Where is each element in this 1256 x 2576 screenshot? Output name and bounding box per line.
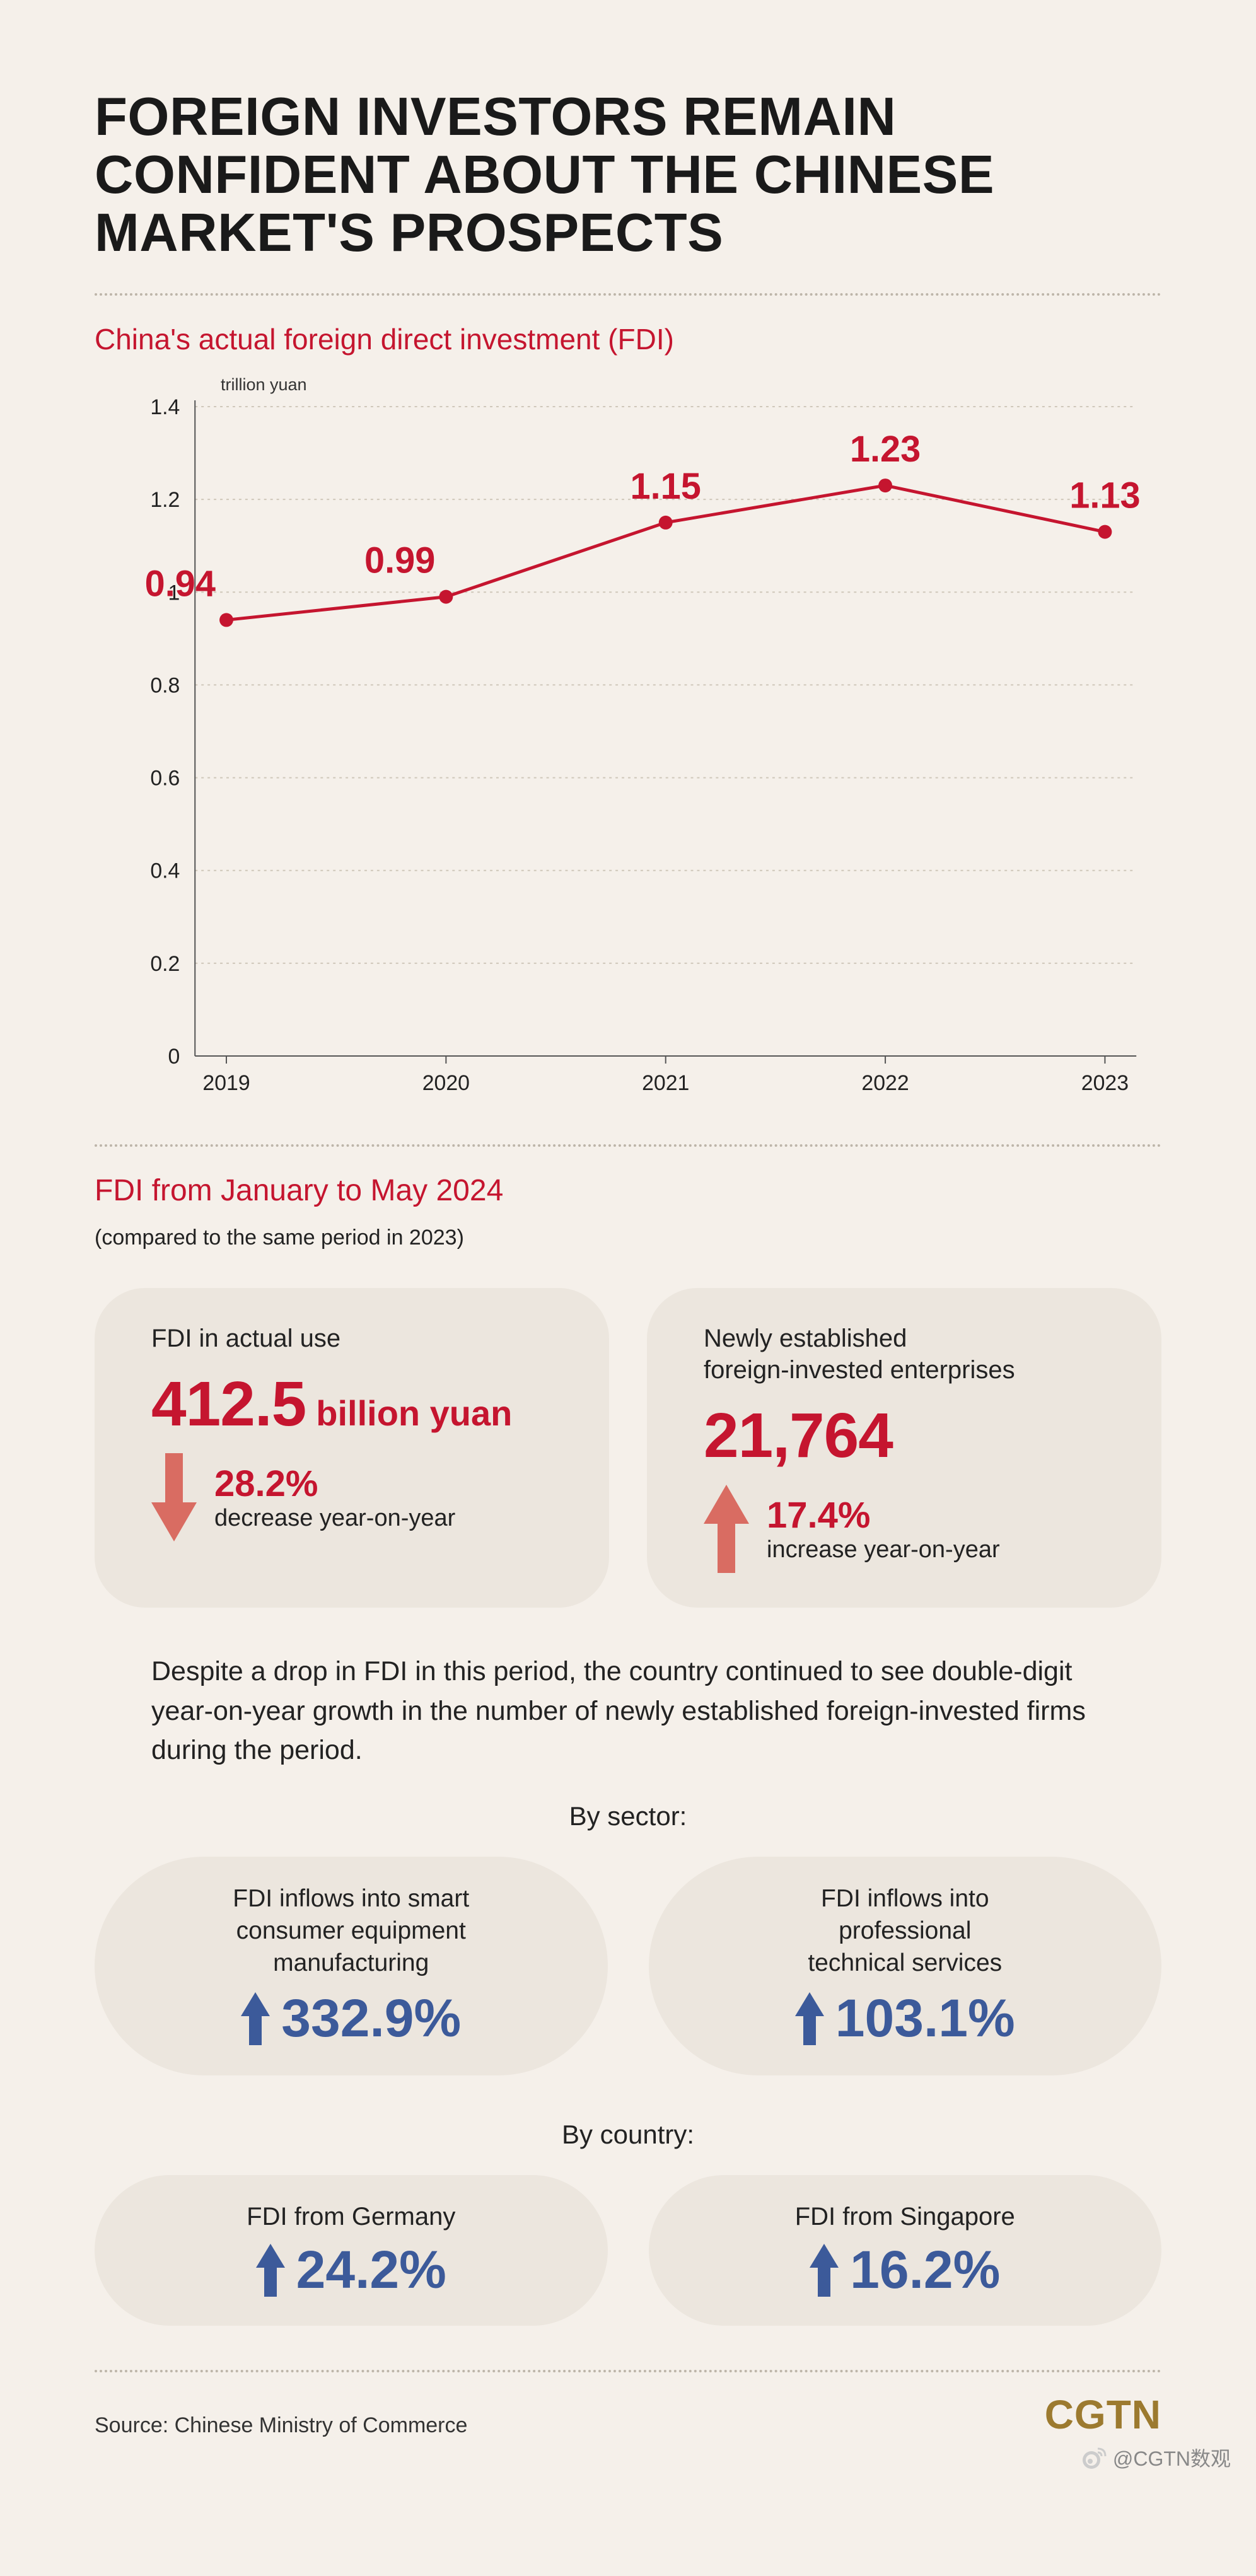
svg-text:1.23: 1.23: [850, 429, 921, 470]
pill-value: 103.1%: [835, 1988, 1015, 2049]
cgtn-logo: CGTN: [1045, 2391, 1161, 2438]
footer: Source: Chinese Ministry of Commerce CGT…: [95, 2370, 1161, 2438]
divider: [95, 1144, 1161, 1147]
fdi-line-chart: trillion yuan 00.20.40.60.811.21.4201920…: [95, 369, 1161, 1113]
svg-text:2021: 2021: [642, 1071, 689, 1095]
country-pill-singapore: FDI from Singapore 16.2%: [649, 2175, 1162, 2326]
arrow-up-icon: [795, 1992, 824, 2045]
source-text: Source: Chinese Ministry of Commerce: [95, 2413, 467, 2438]
stat-card-row: FDI in actual use 412.5 billion yuan 28.…: [95, 1288, 1161, 1608]
delta-text: 17.4% increase year-on-year: [767, 1494, 1000, 1564]
svg-text:0: 0: [168, 1045, 180, 1069]
delta-text: 28.2% decrease year-on-year: [214, 1463, 455, 1532]
delta-pct: 17.4%: [767, 1494, 1000, 1536]
svg-text:0.99: 0.99: [364, 541, 435, 581]
pill-label: FDI inflows into smartconsumer equipment…: [132, 1883, 570, 1979]
by-sector-label: By sector:: [95, 1801, 1161, 1831]
svg-text:1.15: 1.15: [631, 467, 701, 507]
weibo-handle: @CGTN数观: [1113, 2443, 1231, 2472]
card-value: 412.5 billion yuan: [151, 1368, 578, 1441]
svg-text:2019: 2019: [202, 1071, 250, 1095]
svg-text:1.13: 1.13: [1069, 476, 1140, 516]
chart-title: China's actual foreign direct investment…: [95, 322, 1161, 356]
arrow-up-icon: [810, 2244, 839, 2297]
card-value-number: 412.5: [151, 1368, 306, 1441]
card-delta: 28.2% decrease year-on-year: [151, 1453, 578, 1541]
delta-pct: 28.2%: [214, 1463, 455, 1505]
pill-value: 332.9%: [281, 1988, 461, 2049]
arrow-down-icon: [151, 1453, 197, 1541]
svg-text:1.4: 1.4: [150, 395, 180, 419]
card-value-number: 21,764: [704, 1400, 893, 1472]
sector-pill-manufacturing: FDI inflows into smartconsumer equipment…: [95, 1857, 608, 2075]
card-value-unit: billion yuan: [316, 1393, 512, 1434]
pill-value-row: 103.1%: [687, 1988, 1124, 2049]
svg-text:0.94: 0.94: [145, 564, 216, 605]
infographic-page: FOREIGN INVESTORS REMAIN CONFIDENT ABOUT…: [0, 0, 1256, 2488]
stat-card-new-enterprises: Newly establishedforeign-invested enterp…: [647, 1288, 1161, 1608]
sector-pill-services: FDI inflows intoprofessionaltechnical se…: [649, 1857, 1162, 2075]
by-country-label: By country:: [95, 2120, 1161, 2150]
sector-pill-row: FDI inflows into smartconsumer equipment…: [95, 1857, 1161, 2075]
divider: [95, 293, 1161, 296]
svg-text:0.6: 0.6: [150, 767, 180, 791]
svg-text:0.4: 0.4: [150, 859, 180, 883]
svg-text:2022: 2022: [861, 1071, 909, 1095]
svg-text:0.8: 0.8: [150, 674, 180, 698]
section2-title: FDI from January to May 2024: [95, 1173, 1161, 1208]
pill-label: FDI inflows intoprofessionaltechnical se…: [687, 1883, 1124, 1979]
delta-desc: decrease year-on-year: [214, 1505, 455, 1532]
card-delta: 17.4% increase year-on-year: [704, 1485, 1130, 1573]
arrow-up-icon: [704, 1485, 749, 1573]
weibo-icon: [1081, 2445, 1107, 2470]
svg-text:2023: 2023: [1081, 1071, 1129, 1095]
country-pill-germany: FDI from Germany 24.2%: [95, 2175, 608, 2326]
arrow-up-icon: [256, 2244, 285, 2297]
card-label: Newly establishedforeign-invested enterp…: [704, 1323, 1130, 1386]
delta-desc: increase year-on-year: [767, 1536, 1000, 1564]
arrow-up-icon: [241, 1992, 270, 2045]
pill-label: FDI from Singapore: [687, 2200, 1124, 2233]
pill-value: 24.2%: [296, 2239, 446, 2300]
card-label: FDI in actual use: [151, 1323, 578, 1354]
headline: FOREIGN INVESTORS REMAIN CONFIDENT ABOUT…: [95, 88, 1161, 262]
stat-card-fdi-use: FDI in actual use 412.5 billion yuan 28.…: [95, 1288, 609, 1608]
weibo-watermark: @CGTN数观: [1081, 2443, 1231, 2472]
pill-value-row: 24.2%: [132, 2239, 570, 2300]
pill-value: 16.2%: [850, 2239, 1000, 2300]
card-value: 21,764: [704, 1400, 1130, 1472]
chart-svg: 00.20.40.60.811.21.420192020202120222023…: [95, 369, 1161, 1113]
country-pill-row: FDI from Germany 24.2% FDI from Singapor…: [95, 2175, 1161, 2326]
svg-text:2020: 2020: [422, 1071, 470, 1095]
compare-note: (compared to the same period in 2023): [95, 1226, 1161, 1250]
pill-label: FDI from Germany: [132, 2200, 570, 2233]
body-paragraph: Despite a drop in FDI in this period, th…: [95, 1645, 1161, 1801]
pill-value-row: 332.9%: [132, 1988, 570, 2049]
pill-value-row: 16.2%: [687, 2239, 1124, 2300]
svg-text:1.2: 1.2: [150, 488, 180, 512]
svg-text:0.2: 0.2: [150, 952, 180, 976]
